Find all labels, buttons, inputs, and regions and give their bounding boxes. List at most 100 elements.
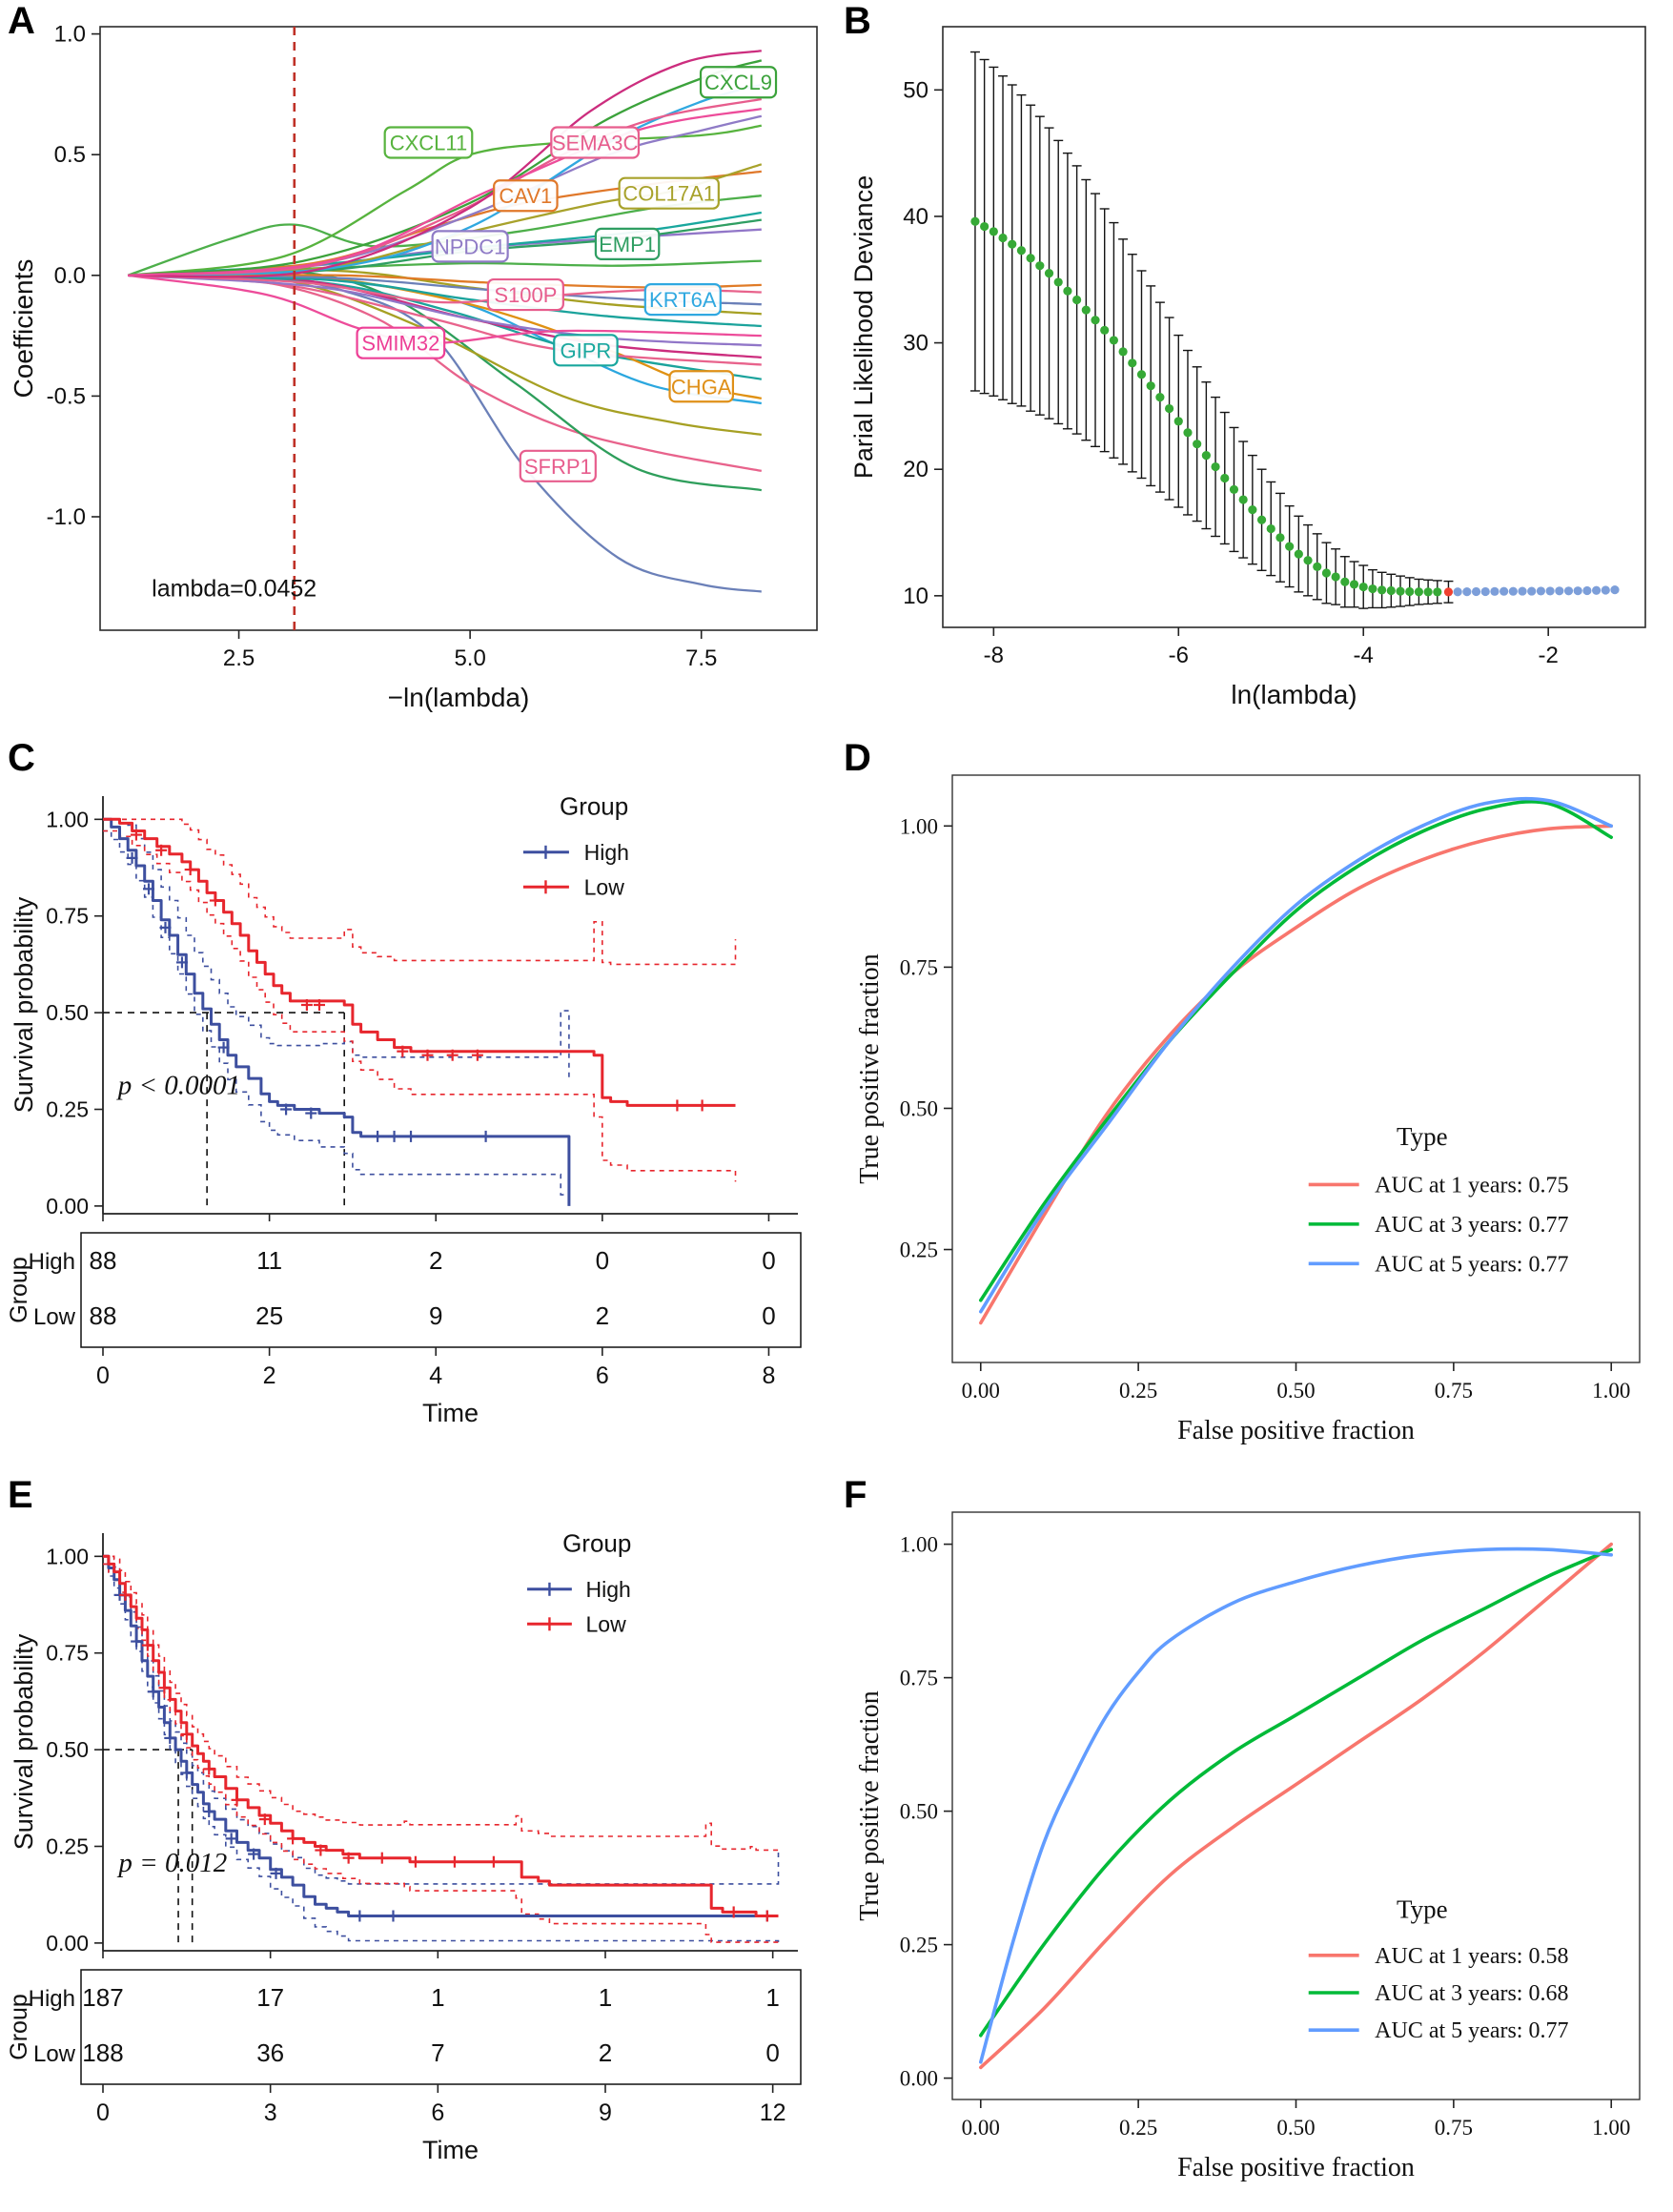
cv-point-blue [1563,586,1574,596]
cv-point-green [1211,461,1220,472]
y-tick-label: 0.75 [900,955,938,979]
cv-point-blue [1573,586,1582,596]
y-tick-label: -1.0 [47,504,86,530]
cv-point-green [970,216,980,226]
cv-point-green [1303,556,1313,565]
legend-entry-label: Low [584,874,625,899]
time-tick-label: 9 [599,2099,612,2126]
cv-point-green [989,227,998,236]
roc-curve [979,1546,1613,2064]
lambda-value-label: lambda=0.0452 [152,576,316,603]
x-tick-label: -6 [1169,643,1189,668]
x-tick-label: 2.5 [223,645,255,671]
x-tick-label: 1.00 [1592,1379,1630,1403]
gene-label: SFRP1 [524,455,592,479]
x-tick-label: 0.25 [1119,2116,1157,2140]
x-tick-label: 1.00 [1592,2116,1630,2140]
cv-point-greens [970,216,1442,597]
cv-point-blue [1462,586,1472,597]
cv-point-green [1081,305,1091,315]
risk-count: 0 [765,2038,779,2067]
time-tick-label: 4 [429,1362,442,1389]
cv-point-blue [1545,586,1555,596]
y-tick-label: 0.00 [900,2067,938,2091]
x-tick-label: 0.00 [962,2116,1000,2140]
panel-letter-e: E [8,1474,33,1516]
cv-point-green [1229,484,1239,495]
cv-point-blue [1453,587,1462,597]
y-tick-label: 0.5 [54,142,86,168]
gene-label-box [356,326,446,359]
x-axis-label: False positive fraction [1177,2153,1415,2182]
legend-title: Group [562,1528,631,1557]
risk-count: 25 [255,1301,283,1330]
cv-point-green [1193,440,1202,449]
time-tick-label: 6 [431,2099,444,2126]
cv-point-green [1044,269,1054,278]
x-axis-label: Time [422,2136,479,2164]
risk-count: 2 [429,1246,442,1275]
y-axis-label: Parial Likelihood Deviance [849,175,878,479]
x-axis-label: False positive fraction [1177,1416,1415,1445]
y-tick-label: 0.75 [46,904,89,929]
panel-a-lasso-coefficients: A 2.5 5.0 7.5 1.0 0.5 0.0 -0.5 -1.0 −ln(lambda) C… [0,0,836,737]
roc-curve [979,1542,1613,2070]
y-tick-label: 0.00 [46,1194,89,1219]
panel-border [942,26,1646,628]
risk-count: 0 [762,1246,775,1275]
legend-entry-label: AUC at 1 years: 0.58 [1375,1944,1568,1969]
x-axis-label: Time [422,1399,479,1427]
y-axis-label: True positive fraction [855,953,885,1184]
legend-entry-label: AUC at 5 years: 0.77 [1375,1252,1568,1277]
legend-entry-label: High [584,840,629,865]
y-tick-label: 0.50 [46,1000,89,1025]
legend-title: Group [560,791,628,820]
y-tick-label: 0.00 [46,1931,89,1956]
risk-table-box [80,1969,802,2085]
y-tick-label: 30 [903,331,928,357]
panel-e-km-curve: E 0.00 0.25 0.50 0.75 1.00 p = 0.012 Group High… [0,1474,836,2212]
cv-point-green [1405,586,1415,597]
x-tick-label: 0.50 [1276,2116,1315,2140]
coefficient-path [128,274,762,347]
cv-point-green [1063,286,1072,296]
panel-letter-d: D [844,737,871,779]
panel-border [951,1511,1641,2100]
time-tick-label: 0 [96,2099,110,2126]
x-axis-label: ln(lambda) [1231,680,1357,709]
cv-point-green [1340,577,1350,586]
time-tick-label: 12 [760,2099,786,2126]
risk-count: 1 [431,1983,444,2012]
km-curve-low [103,817,736,1107]
cv-point-blue [1471,586,1481,597]
ci-lower-high [103,830,570,1206]
gene-label: SEMA3C [552,132,639,155]
risk-row-label: High [29,1986,75,2012]
risk-count: 17 [256,1983,284,2012]
time-tick-label: 0 [96,1362,110,1389]
gene-label-box [668,370,735,403]
cv-point-green [1433,587,1442,597]
kaplan-meier-plot-train: 0.000.250.500.751.00p < 0.0001GroupHighL… [6,791,802,1427]
legend-entry-label: AUC at 3 years: 0.68 [1375,1981,1568,2006]
risk-table-axis-label: Group [6,1257,32,1322]
km-curve-high [103,1554,779,1917]
coefficient-path [128,107,762,276]
p-value-label: p = 0.012 [116,1848,227,1878]
risk-count: 9 [429,1301,442,1330]
gene-label: GIPR [561,338,612,362]
cv-point-blue [1508,586,1518,596]
y-tick-label: 0.50 [900,1096,938,1120]
cv-point-blues [1453,585,1620,597]
x-tick-label: -2 [1539,643,1559,668]
gene-label-box [383,126,474,159]
gene-label-box [493,179,559,213]
cv-point-green [1128,358,1137,368]
cv-point-green [1377,585,1387,595]
y-tick-label: 0.0 [54,263,86,289]
cv-point-green [1155,393,1165,402]
gene-label: CXCL11 [390,132,468,155]
cv-point-green [1358,582,1368,592]
risk-count: 188 [82,2038,123,2067]
